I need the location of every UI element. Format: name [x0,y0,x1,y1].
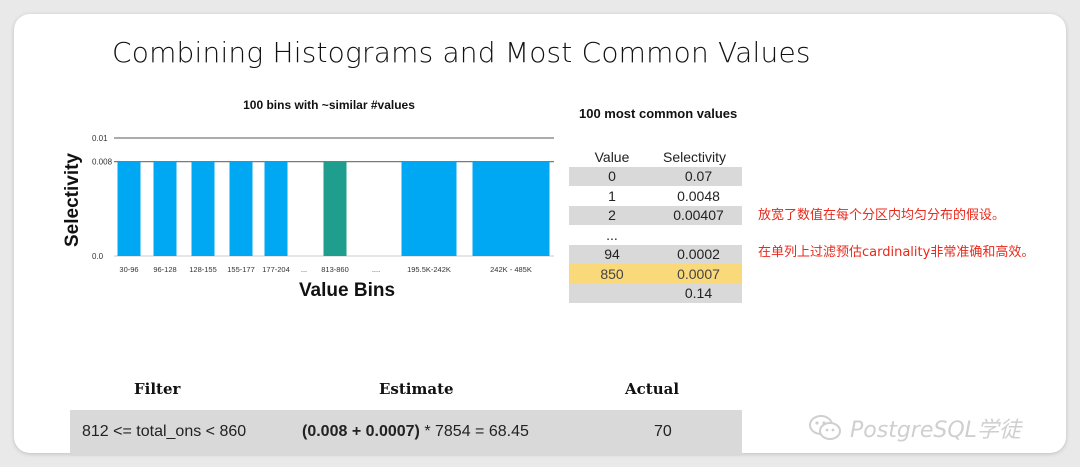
bar-highlight [323,161,347,256]
x-axis-label: Value Bins [299,280,395,301]
mcv-row: 2 0.00407 [569,205,742,225]
mcv-header-row: Value Selectivity [569,147,742,167]
mcv-selectivity: 0.14 [684,285,713,302]
y-tick-label: 0.008 [92,158,113,167]
mcv-table: Value Selectivity 0 0.07 1 0.0048 2 0.00407..… [569,147,742,303]
mcv-title: 100 most common values [579,106,738,121]
note-uniform-assumption: 放宽了数值在每个分区内均匀分布的假设。 [758,208,1006,223]
x-tick-label: 30-96 [119,265,138,274]
mcv-value: 850 [600,265,624,282]
mcv-row: 850 0.0007 [569,264,742,284]
slide: Combining Histograms and Most Common Val… [14,14,1066,456]
bar [229,161,253,256]
estimate-product: * 7854 = 68.45 [419,423,529,440]
wechat-icon [809,415,841,440]
mcv-value: 0 [608,168,616,185]
x-tick-label: 177-204 [262,265,290,274]
mcv-value: ... [606,226,618,243]
note-cardinality: 在单列上过滤预估cardinality非常准确和高效。 [758,245,1035,260]
filter-row: 812 <= total_ons < 860 (0.008 + 0.0007) … [70,410,742,456]
filter-expression: 812 <= total_ons < 860 [82,423,247,440]
x-tick-label: 96-128 [153,265,176,274]
bar [117,161,141,256]
x-tick-label: 242K - 485K [490,265,532,274]
y-tick-label: 0.0 [92,252,104,261]
mcv-selectivity: 0.00407 [673,207,724,224]
watermark-text: PostgreSQL学徒 [850,418,1021,443]
mcv-header-selectivity: Selectivity [663,148,727,165]
x-tick-label: 128-155 [189,265,217,274]
header-actual: Actual [625,380,680,398]
mcv-value: 94 [604,246,620,263]
y-axis-label: Selectivity [62,153,83,247]
x-tick-label: 155-177 [227,265,255,274]
mcv-selectivity: 0.0002 [677,246,720,263]
slide-title: Combining Histograms and Most Common Val… [112,36,811,69]
header-estimate: Estimate [379,380,454,398]
bar [472,161,550,256]
mcv-row: 94 0.0002 [569,244,742,264]
bar [191,161,215,256]
chart-title: 100 bins with ~similar #values [243,98,415,112]
actual-value: 70 [654,423,672,440]
mcv-row: ... [569,225,742,245]
x-tick-label: .... [372,265,380,274]
mcv-row: 0.14 [569,283,742,303]
mcv-value: 2 [608,207,616,224]
header-filter: Filter [134,380,181,398]
histogram-chart: 100 bins with ~similar #values 0.01 0.008 0… [62,98,554,301]
mcv-row: 1 0.0048 [569,186,742,206]
y-tick-label: 0.01 [92,134,108,143]
bar [401,161,457,256]
watermark: PostgreSQL学徒 [808,412,1021,444]
mcv-row: 0 0.07 [569,166,742,186]
estimate-sum: (0.008 + 0.0007) [302,423,420,440]
mcv-header-value: Value [594,148,630,165]
x-tick-label: 813-860 [321,265,349,274]
bar [153,161,177,256]
estimate-expression: (0.008 + 0.0007) * 7854 = 68.45 [302,423,529,441]
mcv-selectivity: 0.07 [684,168,713,185]
mcv-value: 1 [608,187,616,204]
x-tick-label: 195.5K-242K [407,265,451,274]
mcv-selectivity: 0.0007 [677,265,720,282]
bar [264,161,288,256]
x-tick-label: ... [301,265,307,274]
mcv-selectivity: 0.0048 [677,187,720,204]
